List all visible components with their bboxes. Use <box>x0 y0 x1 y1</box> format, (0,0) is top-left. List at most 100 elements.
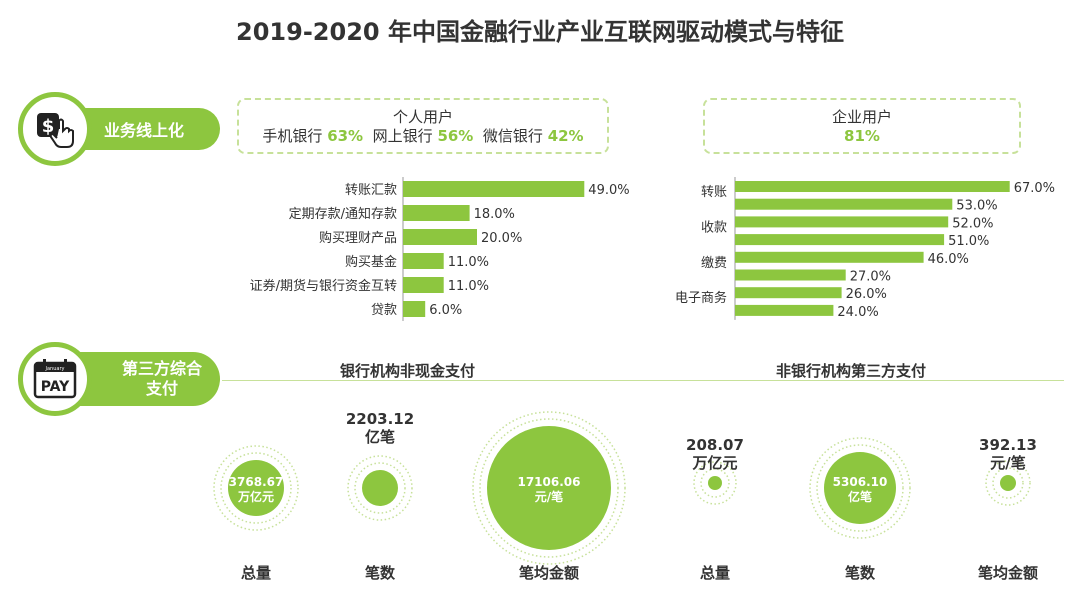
bubble-caption-nonbank-avg: 392.13 元/笔 <box>958 436 1058 472</box>
pill-label-line1: 第三方综合 <box>121 359 202 378</box>
pill-label-line2: 支付 <box>145 379 178 398</box>
label-nonbank-total: 总量 <box>699 564 730 582</box>
bar <box>403 253 444 269</box>
category-label: 缴费 <box>701 256 727 271</box>
personal-user-box: 个人用户 手机银行 63% 网上银行 56% 微信银行 42% <box>237 98 609 154</box>
page-title: 2019-2020 年中国金融行业产业互联网驱动模式与特征 <box>236 18 844 46</box>
category-label: 购买基金 <box>345 254 397 270</box>
label-bank-avg: 笔均金额 <box>518 564 579 582</box>
bubble-ring <box>479 418 619 558</box>
bar <box>403 301 426 317</box>
bubble <box>487 426 611 550</box>
bubble-unit: 万亿元 <box>237 489 274 504</box>
caption-line1: 208.07 <box>686 436 744 454</box>
nonbank-payment-header: 非银行机构第三方支付 <box>776 362 927 380</box>
svg-text:$: $ <box>42 116 55 137</box>
bubble-value: 5306.10 <box>833 475 888 489</box>
bubble-ring <box>354 462 406 514</box>
enterprise-user-box: 企业用户 81% <box>703 98 1021 154</box>
bar <box>403 205 470 221</box>
personal-user-stats: 手机银行 63% 网上银行 56% 微信银行 42% <box>239 126 607 146</box>
data-label: 49.0% <box>588 183 629 198</box>
data-label: 52.0% <box>952 216 993 231</box>
bubble <box>708 476 722 490</box>
section-divider <box>222 380 1064 381</box>
pay-text: PAY <box>41 379 70 395</box>
personal-user-title: 个人用户 <box>392 108 453 126</box>
data-label: 67.0% <box>1014 181 1055 196</box>
bubble <box>824 452 896 524</box>
data-label: 6.0% <box>429 303 462 318</box>
stat-label: 手机银行 <box>262 127 323 145</box>
data-label: 27.0% <box>850 270 891 285</box>
stat-label: 网上银行 <box>372 127 433 145</box>
bar <box>735 304 834 316</box>
data-label: 53.0% <box>956 199 997 214</box>
data-label: 26.0% <box>846 287 887 302</box>
label-nonbank-avg: 笔均金额 <box>977 564 1038 582</box>
data-label: 24.0% <box>837 305 878 320</box>
bubble-ring <box>472 411 626 565</box>
bubble-unit: 亿笔 <box>848 489 872 504</box>
bubble-caption-nonbank-total: 208.07 万亿元 <box>665 436 765 472</box>
caption-line1: 2203.12 <box>345 410 415 428</box>
label-bank-count: 笔数 <box>364 564 395 582</box>
category-label: 电子商务 <box>675 290 727 306</box>
pay-calendar-icon: January PAY <box>18 342 92 416</box>
category-label: 定期存款/通知存款 <box>289 206 397 222</box>
bar <box>735 269 846 281</box>
data-label: 11.0% <box>448 255 489 270</box>
bubble-value: 17106.06 <box>517 475 580 489</box>
bubble-ring <box>992 467 1024 499</box>
caption-line1: 392.13 <box>979 436 1037 454</box>
bank-payment-header: 银行机构非现金支付 <box>340 362 476 380</box>
stat-value: 42% <box>547 127 584 145</box>
label-bank-total: 总量 <box>240 564 271 582</box>
category-label: 购买理财产品 <box>319 230 397 246</box>
category-label: 收款 <box>701 220 727 235</box>
data-label: 18.0% <box>474 207 515 222</box>
caption-line2: 亿笔 <box>364 428 395 446</box>
bubble-value: 3768.67 <box>229 475 284 489</box>
bubble <box>362 470 398 506</box>
bar <box>403 229 477 245</box>
bubble-ring <box>809 437 911 539</box>
bar <box>735 287 842 299</box>
bubble-ring <box>700 468 730 498</box>
category-label: 转账 <box>701 185 727 200</box>
category-label: 证券/期货与银行资金互转 <box>250 278 397 294</box>
enterprise-user-title: 企业用户 <box>831 108 892 126</box>
bubble <box>1000 475 1016 491</box>
bar <box>403 277 444 293</box>
stat-value: 63% <box>327 127 364 145</box>
bar <box>403 181 585 197</box>
caption-line2: 元/笔 <box>990 454 1026 472</box>
bubble-ring <box>816 444 904 532</box>
caption-line2: 万亿元 <box>692 454 738 472</box>
category-label: 贷款 <box>371 303 397 318</box>
bar <box>735 216 949 228</box>
bubble-ring <box>347 455 413 521</box>
data-label: 46.0% <box>928 252 969 267</box>
bubble <box>228 460 284 516</box>
data-label: 20.0% <box>481 231 522 246</box>
data-label: 51.0% <box>948 234 989 249</box>
bar <box>735 181 1010 192</box>
bubble-unit: 元/笔 <box>535 489 563 504</box>
bar <box>735 234 945 246</box>
data-label: 11.0% <box>448 279 489 294</box>
bubble-ring <box>220 452 292 524</box>
bubble-ring <box>213 445 299 531</box>
label-nonbank-count: 笔数 <box>844 564 875 582</box>
enterprise-user-value: 81% <box>844 127 880 145</box>
pill-label: 业务线上化 <box>104 121 185 140</box>
stat-label: 微信银行 <box>482 127 543 145</box>
category-label: 转账汇款 <box>345 183 397 198</box>
hand-dollar-icon: $ <box>18 92 92 166</box>
stat-value: 56% <box>437 127 474 145</box>
calendar-text: January <box>45 366 65 372</box>
bar <box>735 198 953 210</box>
bubble-caption-bank-count: 2203.12 亿笔 <box>330 410 430 446</box>
